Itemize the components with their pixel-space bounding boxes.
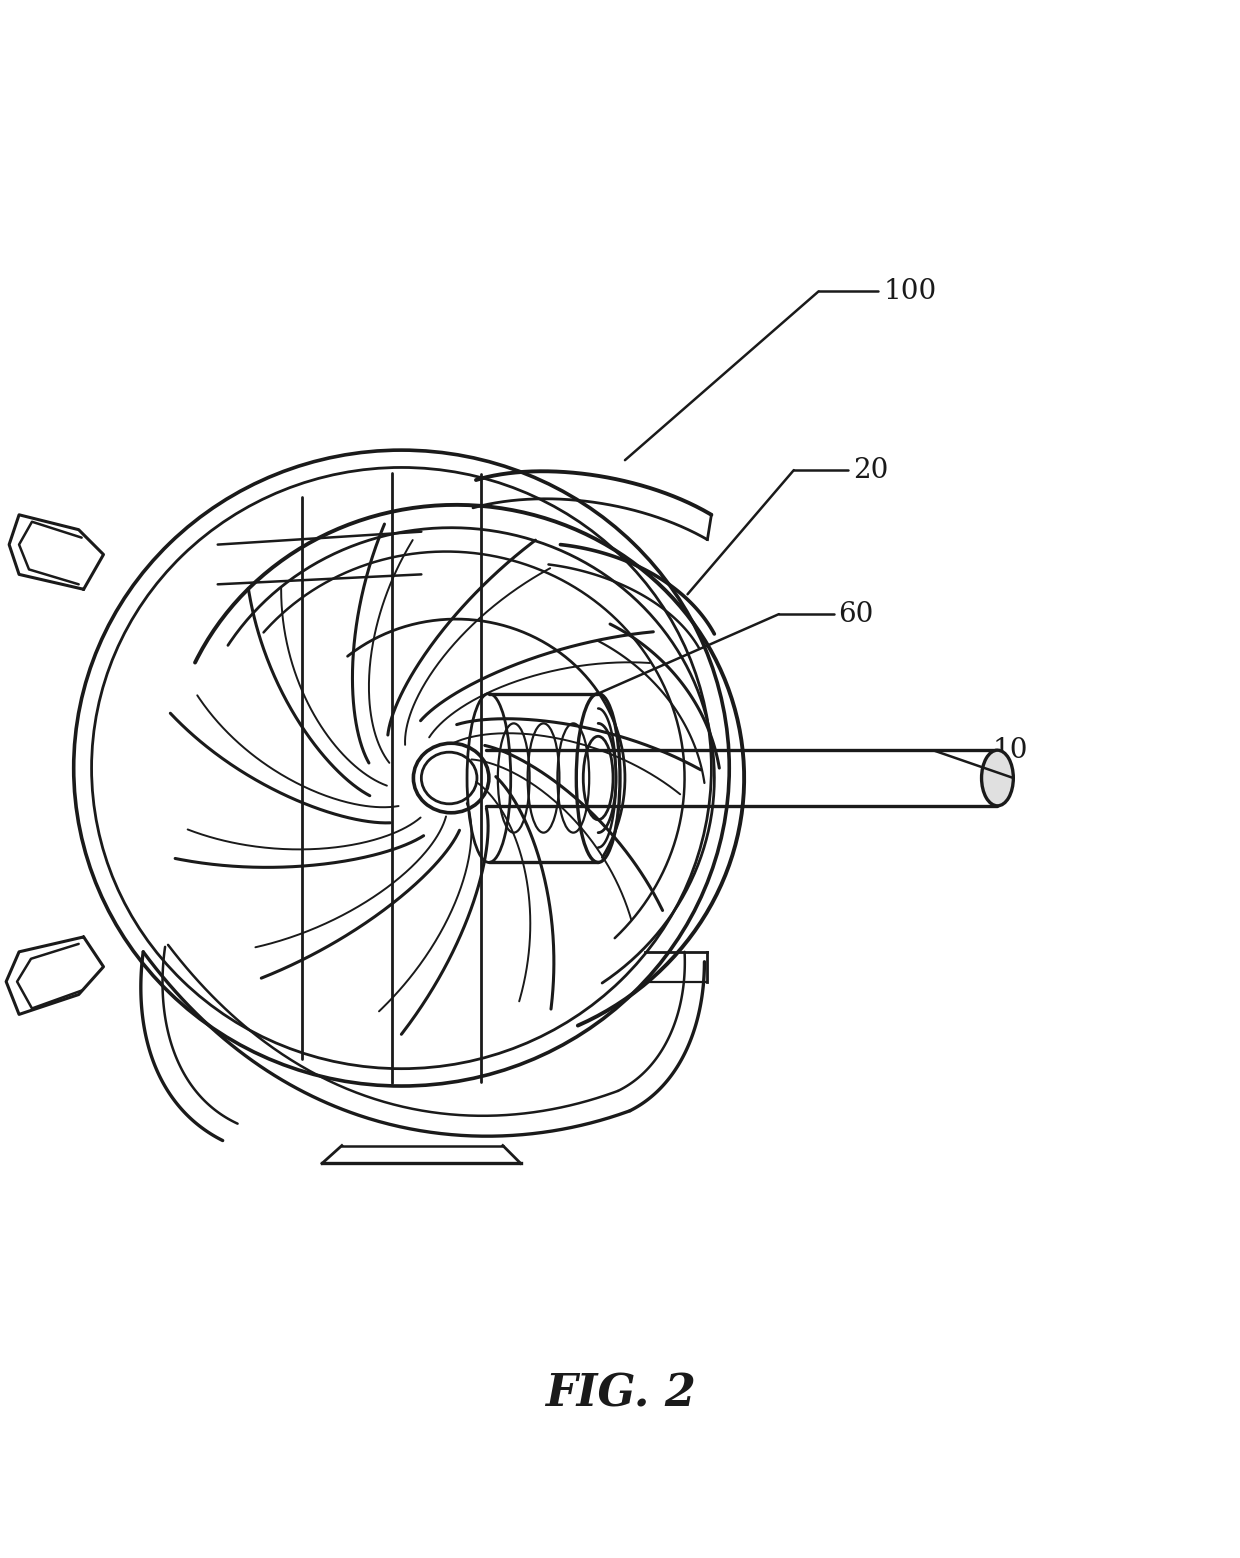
- Text: 20: 20: [853, 456, 889, 483]
- Text: 100: 100: [883, 277, 936, 305]
- Text: 60: 60: [838, 601, 874, 628]
- Ellipse shape: [982, 751, 1013, 805]
- Text: FIG. 2: FIG. 2: [544, 1373, 696, 1415]
- Text: 10: 10: [992, 737, 1028, 763]
